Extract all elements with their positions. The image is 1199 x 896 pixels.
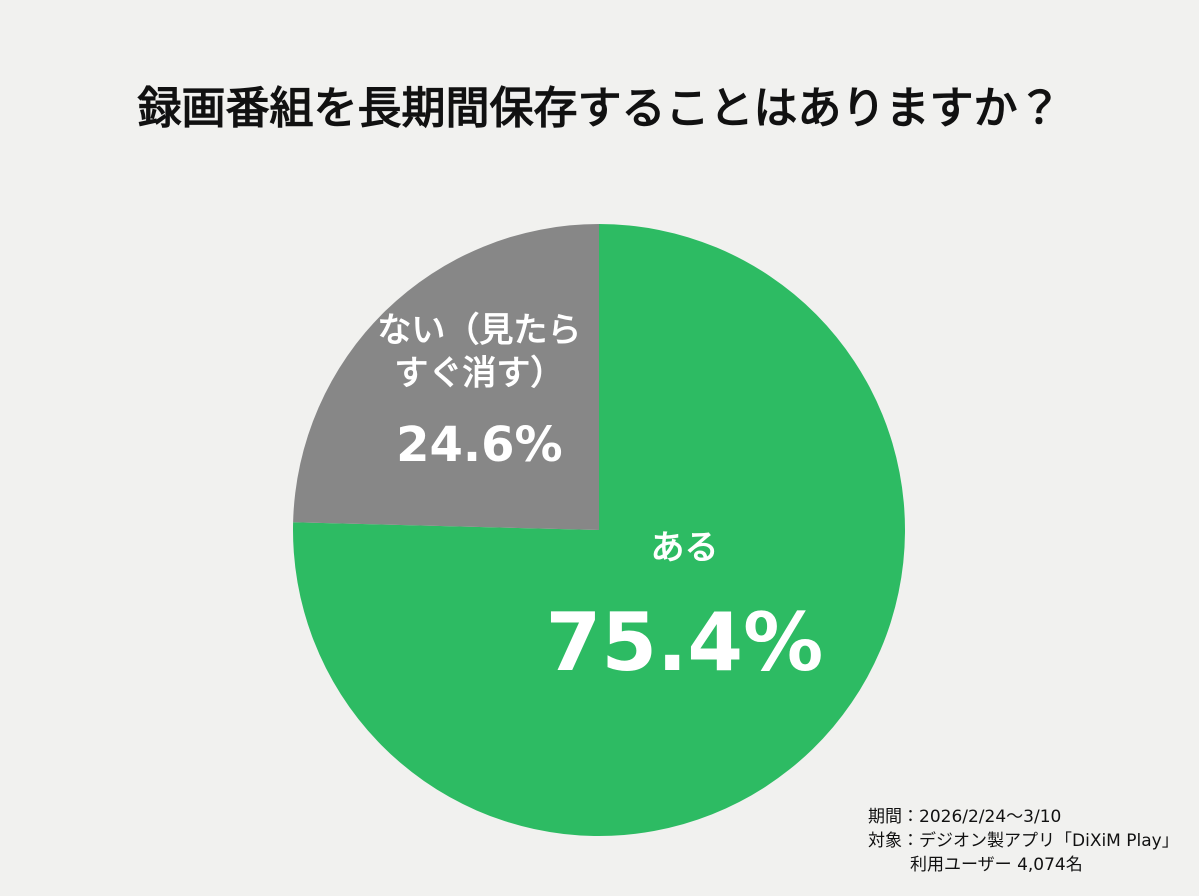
slice-category: ない（見たらすぐ消す） <box>377 310 582 394</box>
slice-value: 75.4% <box>545 595 824 689</box>
slice-value: 24.6% <box>396 417 563 474</box>
note: 利用ユーザー 4,074名 <box>910 854 1083 875</box>
notes: 期間：2026/2/24〜3/10 対象：デジオン製アプリ「DiXiM Play… <box>868 806 1179 877</box>
pie-slice <box>293 224 599 530</box>
note: 対象：デジオン製アプリ「DiXiM Play」 <box>868 830 1179 851</box>
chart-title: 録画番組を長期間保存することはありますか？ <box>137 83 1062 134</box>
slice-category: ある <box>650 527 719 568</box>
note: 期間：2026/2/24〜3/10 <box>868 807 1062 827</box>
